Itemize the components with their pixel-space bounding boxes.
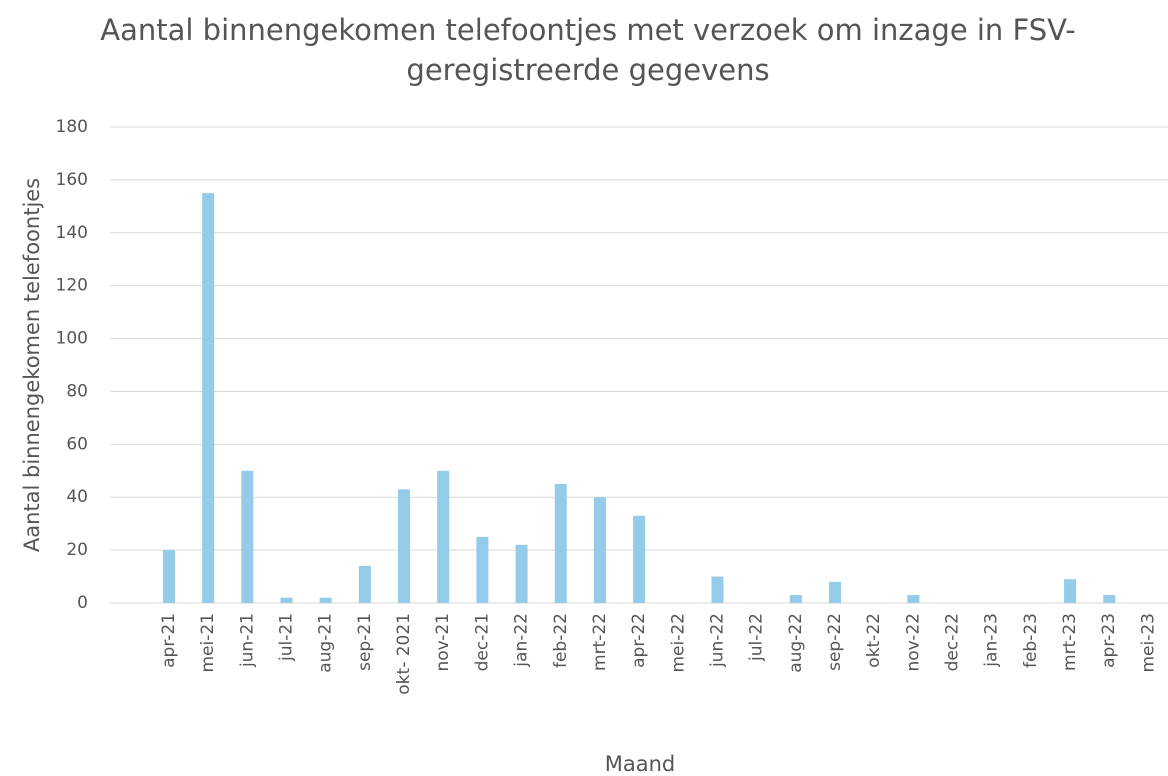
y-tick-label: 40 — [66, 487, 88, 507]
bar — [241, 470, 254, 603]
bar — [907, 595, 920, 603]
bar — [554, 484, 567, 603]
x-tick-label: jul-21 — [277, 613, 297, 662]
bar — [398, 489, 411, 603]
x-tick-label: mrt-23 — [1060, 613, 1080, 671]
x-tick-label: sep-22 — [825, 613, 845, 671]
bar — [162, 550, 175, 603]
bar — [633, 515, 646, 603]
y-tick-label: 60 — [66, 434, 88, 454]
bar — [593, 497, 606, 603]
bar — [1103, 595, 1116, 603]
x-tick-label: mrt-22 — [590, 613, 610, 671]
y-tick-label: 0 — [77, 593, 88, 613]
x-tick-label: aug-21 — [316, 613, 336, 673]
x-tick-label: mei-21 — [198, 613, 218, 673]
x-tick-label: apr-23 — [1099, 613, 1119, 668]
bar — [437, 470, 450, 603]
x-tick-label: dec-21 — [472, 613, 492, 671]
x-tick-label: mei-23 — [1138, 613, 1158, 673]
y-tick-label: 160 — [56, 170, 88, 190]
bar — [828, 581, 841, 603]
x-tick-label: apr-22 — [629, 613, 649, 668]
x-tick-label: aug-22 — [786, 613, 806, 673]
bar — [319, 597, 332, 603]
y-tick-label: 100 — [56, 329, 88, 349]
bar — [515, 544, 528, 603]
y-axis-label: Aantal binnengekomen telefoontjes — [20, 178, 44, 552]
x-tick-label: jan-22 — [512, 613, 532, 668]
x-tick-label: okt- 2021 — [394, 613, 414, 695]
y-tick-label: 120 — [56, 276, 88, 296]
x-tick-label: jun-21 — [237, 613, 257, 668]
y-tick-label: 180 — [56, 117, 88, 137]
x-tick-label: jan-23 — [982, 613, 1002, 668]
bar — [280, 597, 293, 603]
x-tick-label: jun-22 — [707, 613, 727, 668]
x-tick-label: feb-22 — [551, 613, 571, 668]
y-tick-label: 20 — [66, 540, 88, 560]
x-tick-label: jul-22 — [747, 613, 767, 662]
bar — [476, 536, 489, 603]
x-axis-label: Maand — [605, 752, 676, 776]
x-tick-label: apr-21 — [159, 613, 179, 668]
bar — [358, 565, 371, 603]
x-tick-label: mei-22 — [668, 613, 688, 673]
y-tick-label: 80 — [66, 381, 88, 401]
bar — [711, 576, 724, 603]
x-tick-label: dec-22 — [943, 613, 963, 671]
y-tick-label: 140 — [56, 223, 88, 243]
x-tick-label: okt-22 — [864, 613, 884, 668]
bar — [202, 193, 215, 603]
bar — [1064, 579, 1077, 603]
x-tick-label: nov-22 — [903, 613, 923, 672]
x-tick-label: nov-21 — [433, 613, 453, 672]
x-tick-label: feb-23 — [1021, 613, 1041, 668]
x-tick-label: sep-21 — [355, 613, 375, 671]
chart-title: Aantal binnengekomen telefoontjes met ve… — [100, 13, 1076, 87]
bar — [789, 595, 802, 603]
